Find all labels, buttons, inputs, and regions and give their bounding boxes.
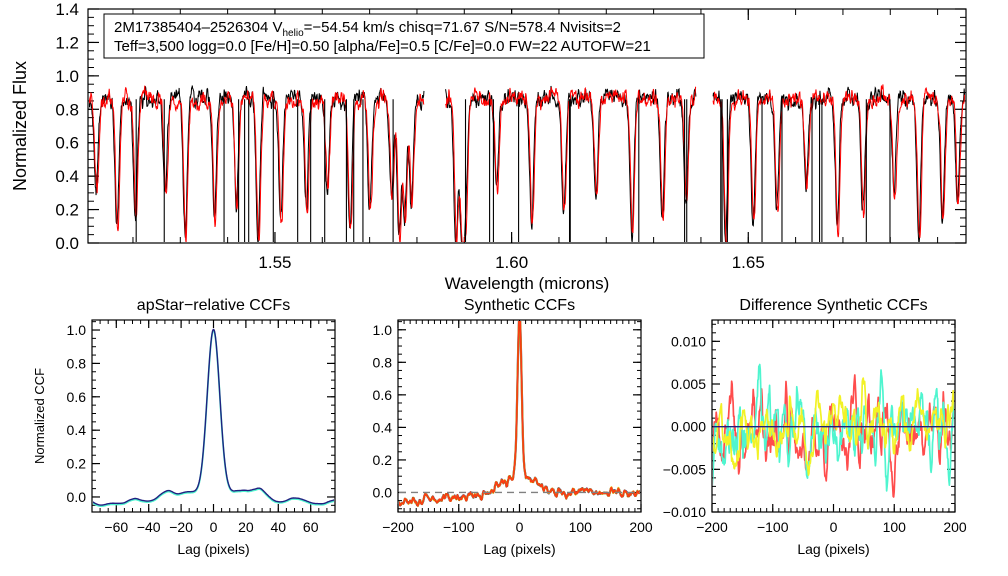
spectrum-traces xyxy=(89,84,965,242)
x-tick-label: 60 xyxy=(303,519,319,535)
synthetic-spectrum-trace xyxy=(89,84,965,242)
y-tick-label: 1.0 xyxy=(67,322,87,338)
y-tick-label: 1.4 xyxy=(55,0,79,19)
y-tick-label: 0.2 xyxy=(67,456,87,472)
x-tick-label: 100 xyxy=(569,519,593,535)
parameter-annotation-box xyxy=(103,13,705,59)
x-tick-label: −60 xyxy=(104,519,128,535)
synthetic-ccf-trace-1 xyxy=(399,321,640,507)
ccf-panel-title-1: Synthetic CCFs xyxy=(464,297,575,314)
ccf-traces-1 xyxy=(399,321,640,507)
ccf-traces-0 xyxy=(93,328,334,508)
y-tick-label: 0.8 xyxy=(67,355,87,371)
y-tick-label: 1.2 xyxy=(55,33,79,52)
y-tick-label: −0.010 xyxy=(663,504,706,520)
ccf-x-axis-label-0: Lag (pixels) xyxy=(177,541,249,557)
y-tick-label: 0.0 xyxy=(373,484,393,500)
y-tick-label: 0.4 xyxy=(67,422,87,438)
x-tick-label: −20 xyxy=(169,519,193,535)
x-tick-label: 1.65 xyxy=(732,253,765,272)
synthetic-ccf-trace-4 xyxy=(399,321,640,507)
spectrum-y-axis-label: Normalized Flux xyxy=(10,61,30,191)
x-tick-label: 1.60 xyxy=(495,253,528,272)
y-tick-label: 0.000 xyxy=(671,419,706,435)
y-tick-label: 0.6 xyxy=(373,387,393,403)
ccf-y-axis-label-0: Normalized CCF xyxy=(32,368,47,464)
y-tick-label: 0.005 xyxy=(671,376,706,392)
x-tick-label: 1.55 xyxy=(258,253,291,272)
y-tick-label: 0.6 xyxy=(55,134,79,153)
x-tick-label: 0 xyxy=(516,519,524,535)
x-tick-label: 40 xyxy=(271,519,287,535)
annotation-line-1: 2M17385404–2526304 Vhelio=−54.54 km/s ch… xyxy=(114,19,621,39)
x-tick-label: −40 xyxy=(137,519,161,535)
x-tick-label: 200 xyxy=(629,519,653,535)
ccf-panel-title-0: apStar−relative CCFs xyxy=(137,297,290,314)
y-tick-label: 0.2 xyxy=(55,201,79,220)
y-tick-label: 1.0 xyxy=(373,322,393,338)
ccf-trace-visit-2 xyxy=(93,328,334,506)
y-tick-label: 0.010 xyxy=(671,333,706,349)
x-tick-label: −100 xyxy=(443,519,475,535)
y-tick-label: 0.0 xyxy=(67,489,87,505)
y-tick-label: 0.0 xyxy=(55,234,79,253)
x-tick-label: 100 xyxy=(883,519,907,535)
y-tick-label: 0.4 xyxy=(55,167,79,186)
x-tick-label: 0 xyxy=(210,519,218,535)
synthetic-ccf-trace-3 xyxy=(399,321,640,507)
ccf-panel-title-2: Difference Synthetic CCFs xyxy=(739,297,927,314)
x-tick-label: −200 xyxy=(382,519,414,535)
y-tick-label: 0.6 xyxy=(67,389,87,405)
ccf-trace-visit-1 xyxy=(93,329,334,508)
ccf-x-axis-label-2: Lag (pixels) xyxy=(797,541,869,557)
difference-trace-1 xyxy=(713,374,954,498)
difference-trace-3 xyxy=(713,377,954,476)
x-tick-label: −200 xyxy=(696,519,728,535)
y-tick-label: 0.8 xyxy=(373,354,393,370)
x-tick-label: 0 xyxy=(830,519,838,535)
y-tick-label: 0.8 xyxy=(55,100,79,119)
ccf-x-axis-label-1: Lag (pixels) xyxy=(483,541,555,557)
y-tick-label: 0.2 xyxy=(373,452,393,468)
x-tick-label: −100 xyxy=(757,519,789,535)
y-tick-label: 1.0 xyxy=(55,67,79,86)
spectrum-x-axis-label: Wavelength (microns) xyxy=(445,274,610,293)
y-tick-label: −0.005 xyxy=(663,461,706,477)
ccf-plot-frame-1 xyxy=(397,319,642,513)
y-tick-label: 0.4 xyxy=(373,419,393,435)
synthetic-ccf-trace-2 xyxy=(399,321,640,507)
x-tick-label: 20 xyxy=(238,519,254,535)
ccf-plot-frame-0 xyxy=(91,319,336,513)
ccf-traces-2 xyxy=(713,363,954,498)
annotation-line-2: Teff=3,500 logg=0.0 [Fe/H]=0.50 [alpha/F… xyxy=(114,38,651,55)
x-tick-label: 200 xyxy=(943,519,967,535)
